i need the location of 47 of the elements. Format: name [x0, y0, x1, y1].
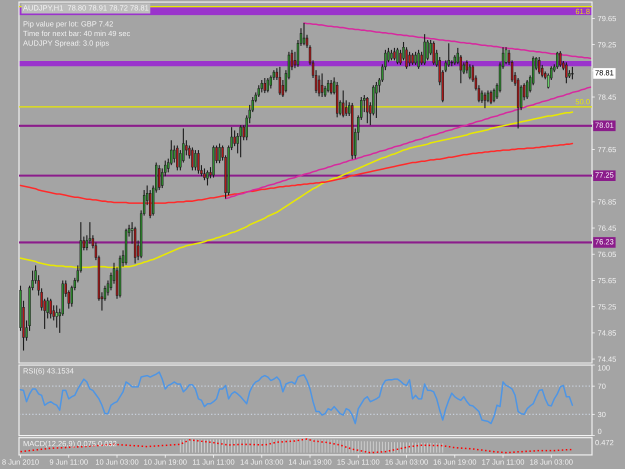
candlestick — [203, 168, 206, 181]
candlestick — [414, 51, 417, 66]
candlestick — [423, 34, 426, 66]
candlestick — [173, 144, 176, 164]
candlestick — [490, 90, 492, 105]
candlestick — [260, 79, 263, 93]
candlestick — [158, 164, 160, 191]
candlestick — [218, 142, 221, 164]
candlestick — [197, 150, 200, 174]
candlestick — [330, 79, 332, 95]
candlestick — [233, 130, 236, 147]
candlestick — [375, 81, 378, 119]
candlestick — [148, 189, 152, 219]
candlestick — [426, 39, 429, 61]
candlestick — [191, 146, 194, 171]
candlestick — [266, 77, 270, 93]
candlestick — [194, 150, 197, 171]
candlestick — [239, 124, 242, 158]
candlestick — [176, 144, 179, 171]
candlestick — [206, 170, 209, 186]
candlestick — [320, 72, 324, 98]
candlestick — [556, 51, 559, 70]
candlestick — [559, 50, 562, 68]
candlestick — [504, 46, 508, 65]
candlestick — [565, 62, 568, 84]
candlestick — [484, 92, 486, 109]
candlestick — [432, 40, 435, 66]
candlestick — [326, 79, 330, 93]
candlestick — [417, 49, 420, 70]
line-series — [303, 22, 592, 60]
candlestick — [278, 66, 282, 96]
candlestick — [526, 79, 528, 100]
candlestick — [408, 51, 411, 67]
candlestick — [538, 56, 540, 75]
line-series — [224, 86, 592, 200]
candlestick — [468, 64, 472, 80]
candlestick — [49, 298, 52, 320]
candlestick — [342, 90, 344, 118]
candlestick — [492, 88, 496, 103]
candlestick — [366, 96, 369, 124]
candlestick — [390, 49, 393, 61]
candlestick — [571, 66, 574, 80]
candlestick — [396, 47, 399, 65]
candlestick — [411, 52, 414, 66]
candlestick — [264, 77, 266, 94]
candlestick — [302, 22, 306, 46]
candlestick — [393, 47, 396, 61]
